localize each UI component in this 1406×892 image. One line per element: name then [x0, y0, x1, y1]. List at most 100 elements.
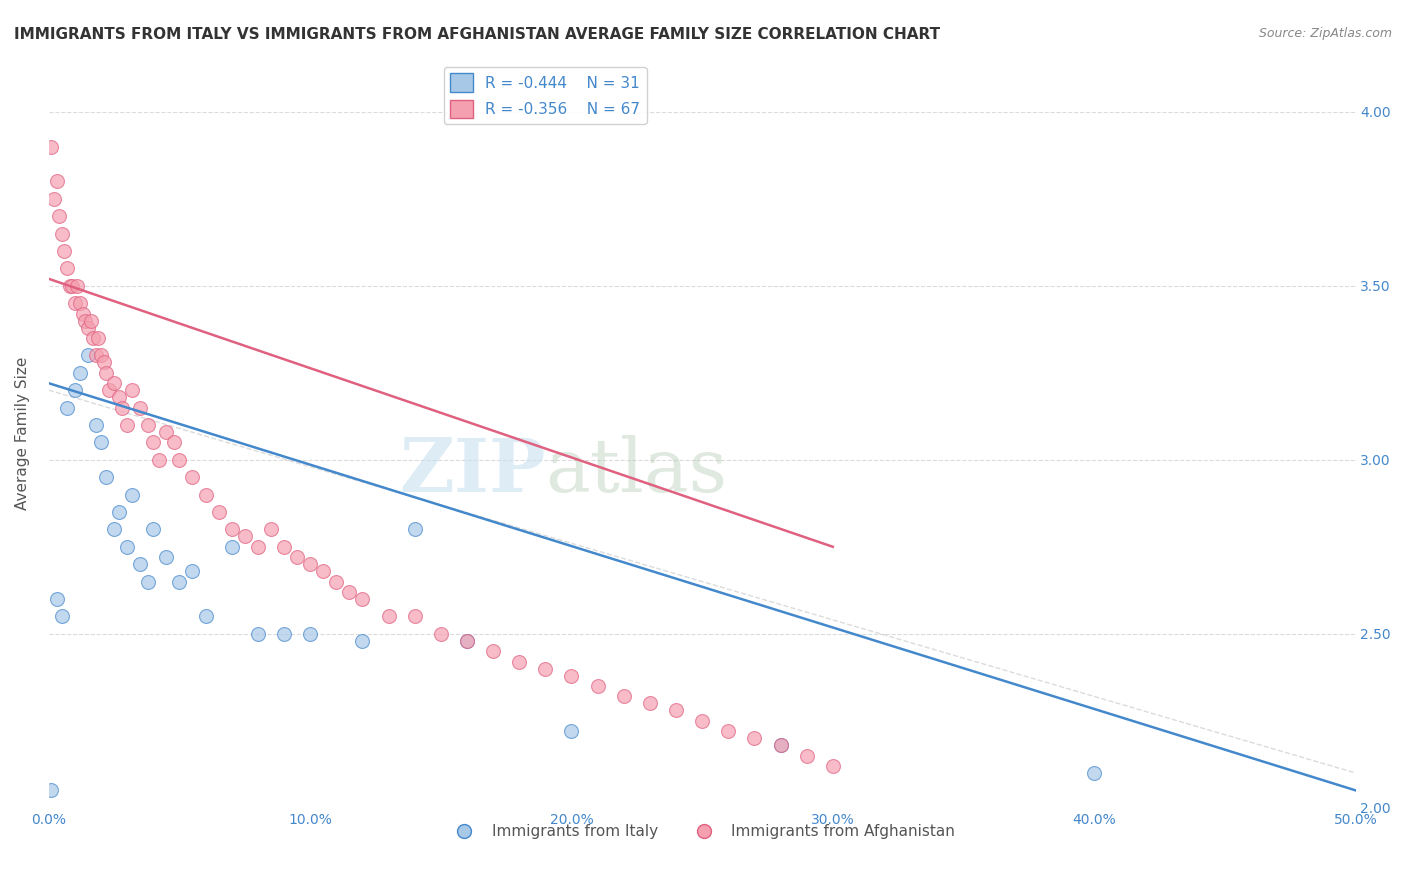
Text: ZIP: ZIP	[399, 434, 546, 508]
Point	[246, 540, 269, 554]
Point	[45, 174, 67, 188]
Point	[148, 452, 170, 467]
Point	[84, 348, 107, 362]
Point	[103, 522, 125, 536]
Text: Source: ZipAtlas.com: Source: ZipAtlas.com	[1258, 27, 1392, 40]
Point	[233, 529, 256, 543]
Point	[51, 227, 73, 241]
Point	[111, 401, 134, 415]
Point	[246, 626, 269, 640]
Point	[717, 724, 740, 739]
Point	[51, 609, 73, 624]
Text: atlas: atlas	[546, 434, 727, 508]
Point	[821, 759, 844, 773]
Point	[377, 609, 399, 624]
Point	[181, 564, 204, 578]
Point	[155, 425, 177, 439]
Point	[53, 244, 76, 258]
Point	[194, 487, 217, 501]
Point	[221, 522, 243, 536]
Point	[508, 655, 530, 669]
Point	[273, 626, 295, 640]
Point	[456, 633, 478, 648]
Point	[404, 522, 426, 536]
Point	[769, 738, 792, 752]
Point	[285, 550, 308, 565]
Point	[77, 320, 100, 334]
Point	[337, 585, 360, 599]
Point	[142, 522, 165, 536]
Point	[84, 417, 107, 432]
Point	[325, 574, 347, 589]
Point	[429, 626, 451, 640]
Point	[221, 540, 243, 554]
Point	[404, 609, 426, 624]
Point	[108, 390, 131, 404]
Point	[129, 557, 152, 571]
Point	[352, 591, 374, 606]
Point	[82, 331, 104, 345]
Point	[90, 348, 112, 362]
Point	[41, 139, 63, 153]
Point	[142, 435, 165, 450]
Point	[163, 435, 186, 450]
Point	[69, 296, 91, 310]
Point	[560, 668, 582, 682]
Point	[796, 748, 818, 763]
Point	[69, 366, 91, 380]
Point	[77, 348, 100, 362]
Point	[56, 401, 79, 415]
Point	[207, 505, 229, 519]
Point	[665, 703, 688, 717]
Point	[169, 452, 191, 467]
Point	[136, 417, 159, 432]
Point	[121, 487, 143, 501]
Point	[103, 376, 125, 391]
Point	[690, 714, 713, 728]
Point	[155, 550, 177, 565]
Point	[93, 355, 115, 369]
Point	[97, 383, 120, 397]
Point	[63, 296, 86, 310]
Point	[56, 261, 79, 276]
Point	[169, 574, 191, 589]
Point	[87, 331, 110, 345]
Point	[108, 505, 131, 519]
Point	[1083, 766, 1105, 780]
Point	[352, 633, 374, 648]
Point	[115, 540, 138, 554]
Point	[744, 731, 766, 746]
Point	[96, 470, 118, 484]
Point	[63, 383, 86, 397]
Point	[60, 278, 83, 293]
Y-axis label: Average Family Size: Average Family Size	[15, 357, 30, 510]
Point	[90, 435, 112, 450]
Point	[312, 564, 335, 578]
Point	[613, 690, 636, 704]
Point	[456, 633, 478, 648]
Point	[79, 313, 101, 327]
Point	[534, 662, 557, 676]
Point	[194, 609, 217, 624]
Point	[42, 192, 65, 206]
Point	[136, 574, 159, 589]
Point	[45, 591, 67, 606]
Point	[181, 470, 204, 484]
Point	[59, 278, 82, 293]
Point	[560, 724, 582, 739]
Point	[115, 417, 138, 432]
Point	[273, 540, 295, 554]
Point	[121, 383, 143, 397]
Point	[299, 557, 322, 571]
Point	[48, 209, 70, 223]
Point	[638, 697, 661, 711]
Text: IMMIGRANTS FROM ITALY VS IMMIGRANTS FROM AFGHANISTAN AVERAGE FAMILY SIZE CORRELA: IMMIGRANTS FROM ITALY VS IMMIGRANTS FROM…	[14, 27, 941, 42]
Point	[586, 679, 609, 693]
Point	[299, 626, 322, 640]
Point	[260, 522, 283, 536]
Point	[96, 366, 118, 380]
Point	[75, 313, 97, 327]
Point	[41, 783, 63, 797]
Point	[66, 278, 89, 293]
Point	[72, 307, 94, 321]
